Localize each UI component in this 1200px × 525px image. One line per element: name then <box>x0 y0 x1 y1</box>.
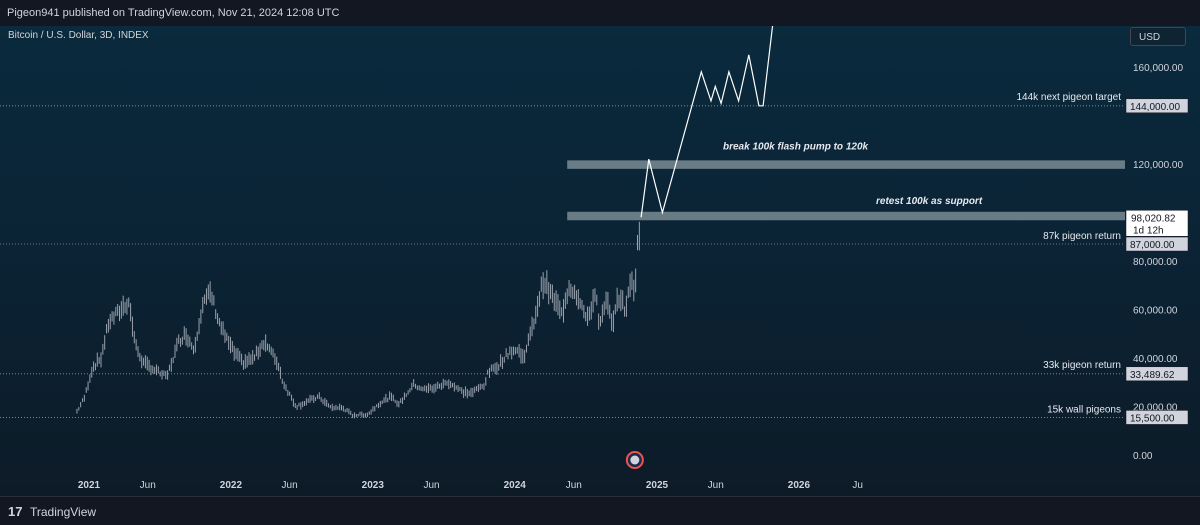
price-tick-label: 160,000.00 <box>1133 63 1183 74</box>
annotation-label: 15k wall pigeons <box>1047 404 1121 415</box>
time-tick-label: 2022 <box>220 480 243 491</box>
countdown-text: 1d 12h <box>1133 225 1164 236</box>
price-tick-label: 120,000.00 <box>1133 160 1183 171</box>
time-tick-label: Ju <box>852 480 863 491</box>
current-price-text: 98,020.82 <box>1131 213 1176 224</box>
price-label-text: 15,500.00 <box>1130 413 1175 424</box>
price-label-box <box>1125 366 1189 382</box>
price-tick-label: 80,000.00 <box>1133 257 1178 268</box>
price-tick-label: 40,000.00 <box>1133 354 1178 365</box>
time-tick-label: Jun <box>140 480 156 491</box>
annotation-label: retest 100k as support <box>876 196 983 207</box>
brand-label[interactable]: TradingView <box>30 505 97 519</box>
annotation-label: 87k pigeon return <box>1043 231 1121 242</box>
footer-bar: 17 TradingView <box>0 496 1200 525</box>
time-tick-label: 2021 <box>78 480 101 491</box>
price-label-box <box>1125 98 1189 114</box>
time-tick-label: Jun <box>282 480 298 491</box>
price-tick-label: 0.00 <box>1133 451 1153 462</box>
time-tick-label: Jun <box>708 480 724 491</box>
publish-info: Pigeon941 published on TradingView.com, … <box>7 7 340 19</box>
price-chart[interactable]: 160,000.00 120,000.00 80,000.00 60,000.00 40… <box>0 26 1200 496</box>
price-tick-label: 60,000.00 <box>1133 306 1178 317</box>
time-tick-label: 2025 <box>646 480 669 491</box>
publish-bar: Pigeon941 published on TradingView.com, … <box>0 0 1200 26</box>
chart-area[interactable]: 160,000.00 120,000.00 80,000.00 60,000.00 40… <box>0 26 1200 496</box>
tradingview-logo-icon[interactable]: 17 <box>8 504 23 519</box>
price-tick-label: 20,000.00 <box>1133 403 1178 414</box>
annotation-label: 33k pigeon return <box>1043 360 1121 371</box>
time-tick-label: 2023 <box>362 480 385 491</box>
annotation-label: 144k next pigeon target <box>1016 92 1121 103</box>
projection-line <box>640 26 774 218</box>
price-label-text: 144,000.00 <box>1130 102 1180 113</box>
price-label-box <box>1125 410 1189 425</box>
price-label-box <box>1125 236 1189 252</box>
price-label-text: 87,000.00 <box>1130 240 1175 251</box>
price-label-text: 33,489.62 <box>1130 370 1175 381</box>
annotation-label: break 100k flash pump to 120k <box>723 141 869 152</box>
us-flag-icon-inner <box>630 455 640 465</box>
zone-band <box>567 211 1125 221</box>
current-price-box <box>1125 210 1189 237</box>
currency-button[interactable]: USD <box>1130 27 1186 46</box>
time-tick-label: Jun <box>423 480 439 491</box>
symbol-title: Bitcoin / U.S. Dollar, 3D, INDEX <box>8 30 149 41</box>
time-tick-label: Jun <box>566 480 582 491</box>
time-tick-label: 2026 <box>788 480 811 491</box>
time-tick-label: 2024 <box>504 480 527 491</box>
zone-band <box>567 160 1125 169</box>
